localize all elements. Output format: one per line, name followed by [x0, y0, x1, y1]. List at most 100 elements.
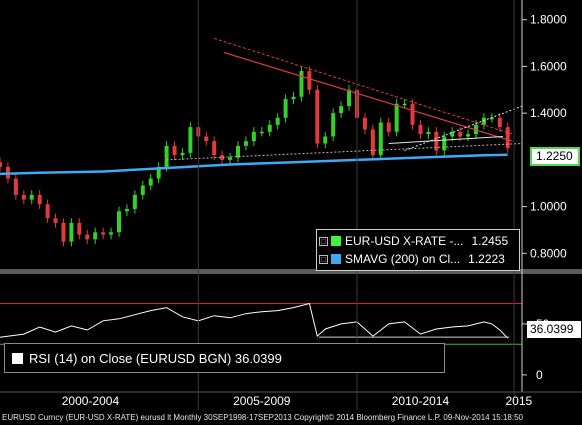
candle-body	[489, 117, 494, 120]
candle-body	[53, 218, 58, 223]
candle-body	[148, 178, 153, 186]
candle-body	[220, 155, 225, 160]
y-tick-label: 1.8000	[530, 13, 567, 27]
candle-body	[315, 89, 320, 144]
candle-body	[450, 131, 455, 137]
candle-body	[267, 124, 272, 132]
candle-body	[29, 194, 34, 200]
trendline-support-dashed	[404, 105, 523, 151]
legend-toggle-icon[interactable]: □	[319, 236, 328, 246]
candle-body	[481, 117, 486, 125]
legend-value: 1.2455	[471, 234, 509, 248]
chart-canvas: 2000-2004 2005-2009 2010-2014 2015 0.8000 1.0…	[0, 0, 582, 410]
candle-body	[180, 152, 185, 156]
candle-body	[116, 211, 121, 233]
candle-body	[299, 71, 304, 97]
legend-item-smavg[interactable]: □ SMAVG (200) on Cl... 1.2223	[319, 251, 505, 267]
candle-body	[331, 113, 336, 137]
legend-swatch	[12, 352, 23, 364]
candle-body	[172, 145, 177, 156]
candle-body	[204, 136, 209, 142]
x-tick-label: 2005-2009	[233, 394, 291, 408]
panel-divider	[0, 269, 582, 274]
candle-body	[307, 71, 312, 90]
candle-body	[85, 234, 90, 240]
legend-label: SMAVG (200) on Cl...	[345, 252, 461, 266]
candle-body	[124, 208, 129, 212]
trendline-resistance	[223, 51, 513, 142]
footer-copyright: EURUSD Curncy (EUR-USD X-RATE) eurusd lt…	[0, 410, 582, 425]
candle-body	[283, 99, 288, 118]
candle-body	[37, 194, 42, 205]
y-tick-label: 1.0000	[530, 200, 567, 214]
candle-body	[228, 157, 233, 160]
candle-body	[235, 145, 240, 158]
y-tick-label: 1.4000	[530, 106, 567, 120]
candle-body	[188, 127, 193, 153]
smavg-line	[0, 153, 508, 176]
rsi-legend[interactable]: RSI (14) on Close (EURUSD BGN) 36.0399	[4, 343, 445, 373]
candle-body	[394, 103, 399, 132]
rsi-value-flag: 36.0399	[527, 321, 581, 338]
candle-body	[442, 136, 447, 151]
candle-body	[251, 131, 256, 142]
candle-body	[101, 232, 106, 235]
legend-value: 1.2223	[468, 252, 505, 266]
candle-body	[347, 89, 352, 107]
candle-body	[497, 117, 502, 128]
trendline-resistance-dashed	[214, 37, 513, 135]
legend-swatch	[331, 254, 341, 264]
rsi-legend-label: RSI (14) on Close (EURUSD BGN) 36.0399	[29, 350, 282, 366]
legend-label: EUR-USD X-RATE -...	[345, 234, 464, 248]
candle-body	[156, 166, 161, 179]
legend-item-eurusd[interactable]: □ EUR-USD X-RATE -... 1.2455	[319, 233, 508, 249]
candle-body	[77, 222, 82, 235]
candle-body	[410, 103, 415, 125]
price-legend: □ EUR-USD X-RATE -... 1.2455 □ SMAVG (20…	[316, 229, 520, 271]
trendline-channel	[388, 136, 503, 145]
candle-body	[426, 131, 431, 135]
candle-body	[21, 194, 26, 200]
x-tick-label: 2010-2014	[392, 394, 450, 408]
candle-body	[466, 134, 471, 137]
candle-body	[291, 96, 296, 100]
candle-body	[0, 162, 2, 167]
price-panel	[0, 37, 523, 247]
y-tick-label: 0	[536, 368, 543, 382]
legend-swatch	[331, 236, 341, 246]
candle-body	[243, 141, 248, 146]
trendline-longterm	[166, 143, 523, 161]
candle-body	[140, 185, 145, 195]
candle-body	[434, 131, 439, 151]
candle-body	[386, 122, 391, 132]
candle-body	[109, 232, 114, 235]
x-tick-label: 2000-2004	[62, 394, 120, 408]
legend-toggle-icon[interactable]: □	[319, 254, 328, 264]
candle-body	[132, 194, 137, 209]
candle-body	[458, 131, 463, 137]
candle-body	[212, 141, 217, 156]
candle-body	[505, 127, 510, 149]
candle-body	[259, 131, 264, 134]
candle-body	[378, 122, 383, 156]
axes: 2000-2004 2005-2009 2010-2014 2015 0.8000 1.0…	[0, 0, 582, 410]
candle-body	[339, 106, 344, 114]
candle-body	[69, 222, 74, 242]
y-tick-label: 1.6000	[530, 59, 567, 73]
candle-body	[13, 178, 18, 195]
candle-body	[362, 117, 367, 130]
last-price-flag: 1.2250	[530, 147, 580, 166]
candle-body	[45, 204, 50, 219]
candle-body	[370, 129, 375, 156]
rsi-line	[0, 302, 509, 339]
y-tick-label: 0.8000	[530, 246, 567, 260]
candle-body	[323, 136, 328, 144]
chart-background	[0, 0, 582, 410]
candle-body	[418, 124, 423, 135]
candle-body	[93, 232, 98, 240]
candle-body	[61, 222, 66, 242]
x-tick-label: 2015	[505, 394, 532, 408]
candle-body	[275, 117, 280, 125]
candle-body	[402, 103, 407, 106]
candle-body	[164, 145, 169, 167]
